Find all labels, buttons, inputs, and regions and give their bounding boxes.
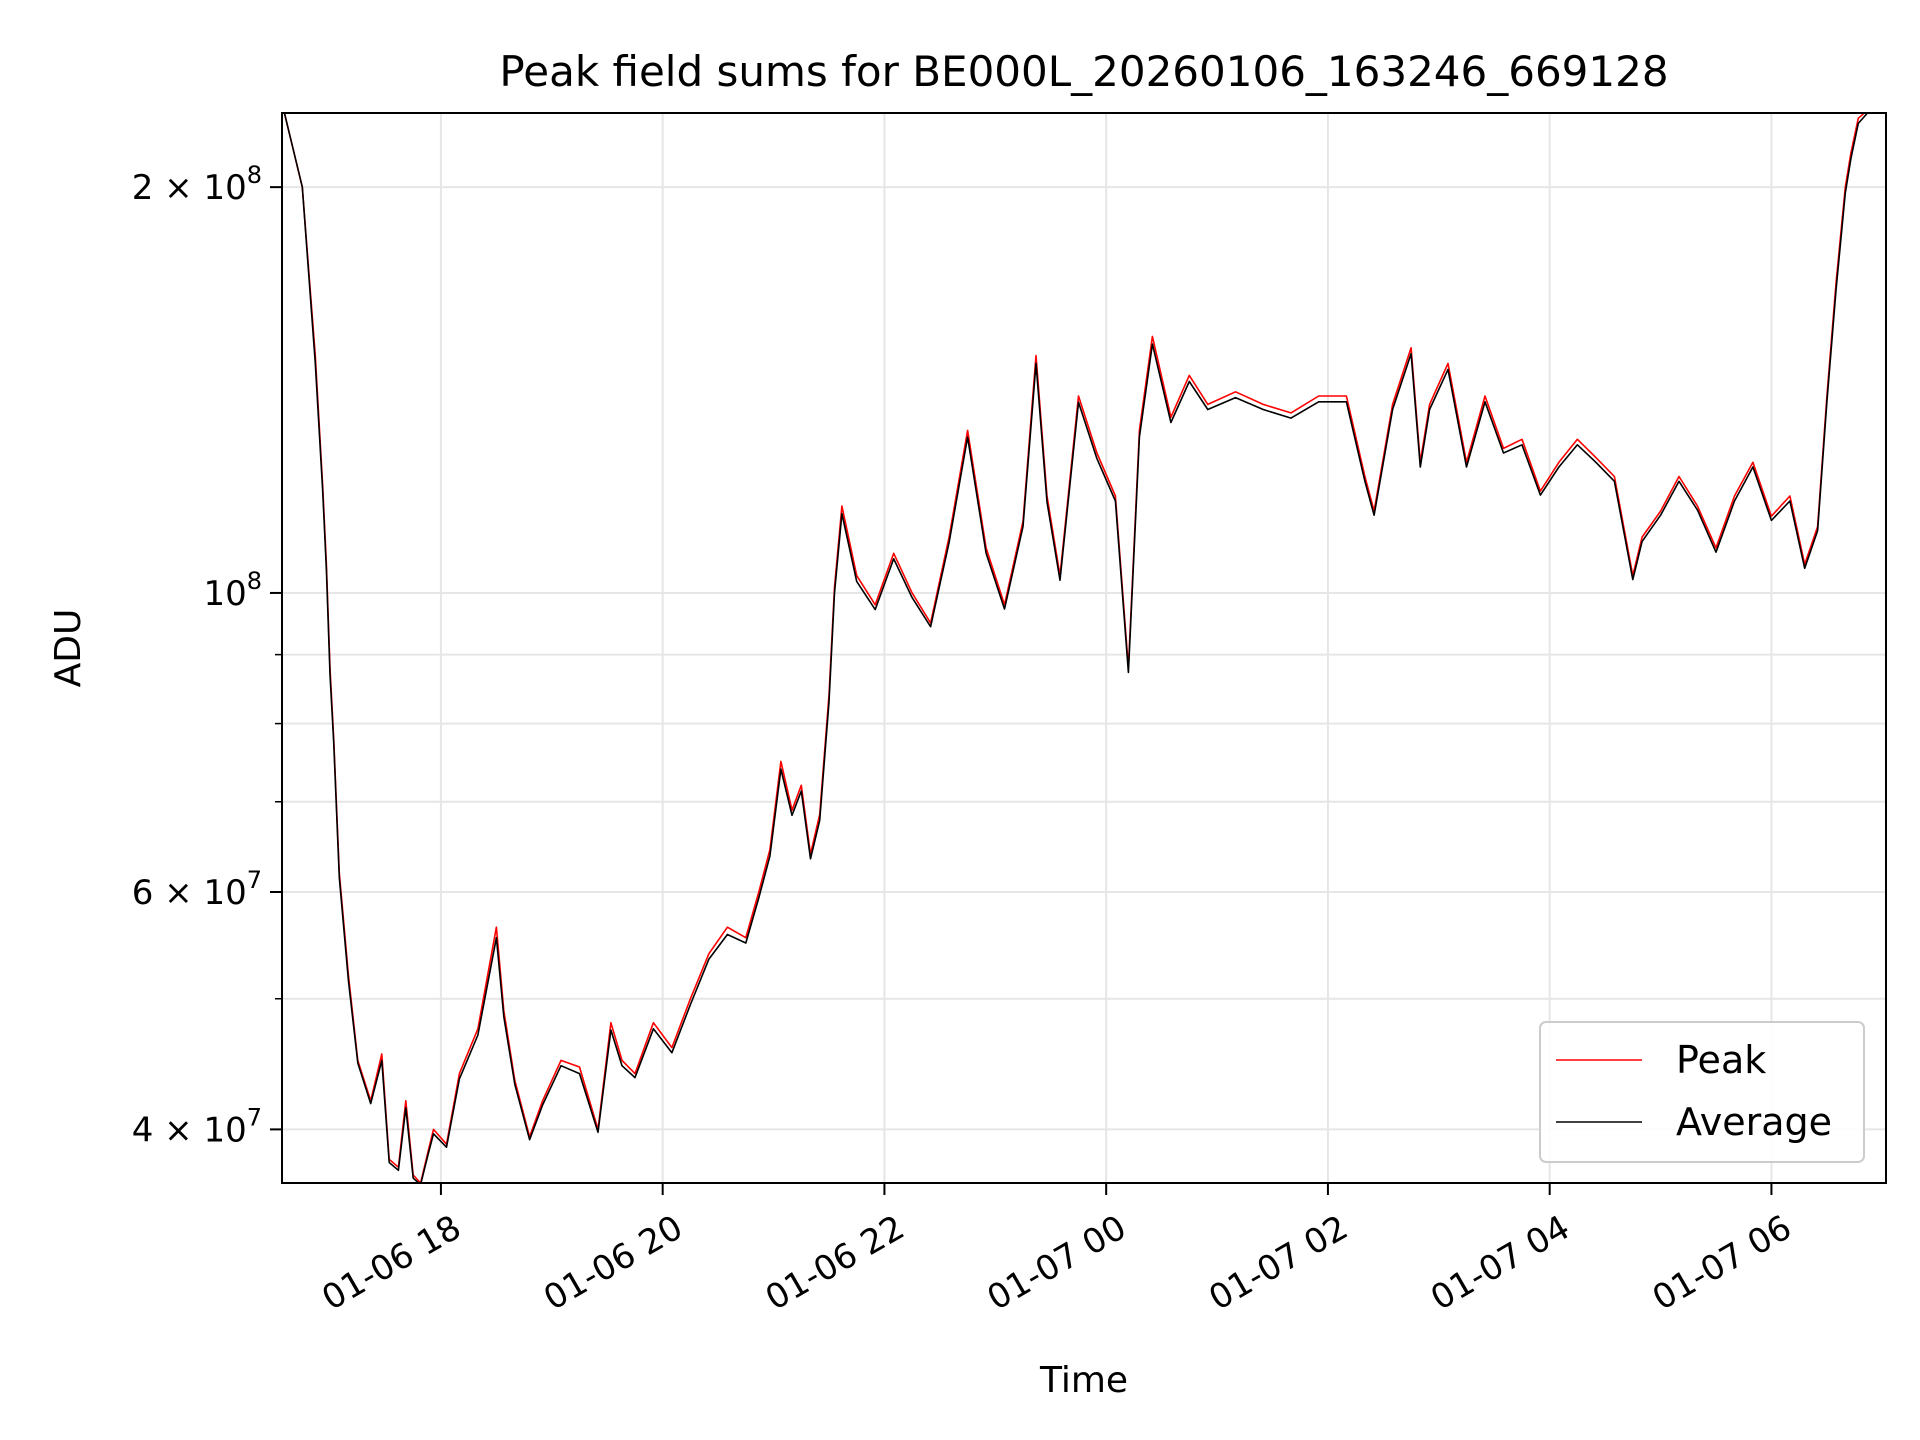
y-axis: 4 × 107 6 × 107 108 2 × 108 <box>132 161 282 1150</box>
legend: Peak Average <box>1539 1021 1865 1163</box>
y-axis-label: ADU <box>48 609 89 688</box>
x-gridlines <box>439 113 1773 1183</box>
plot-frame <box>281 112 1887 1184</box>
series-line-average <box>283 113 1869 1183</box>
y-gridlines <box>282 186 1886 1131</box>
x-axis-label: Time <box>1039 1360 1128 1401</box>
series-lines <box>283 113 1869 1183</box>
legend-label-peak: Peak <box>1676 1038 1766 1082</box>
legend-label-average: Average <box>1676 1100 1832 1144</box>
y-tick-label: 6 × 107 <box>132 866 262 913</box>
series-line-peak <box>283 113 1866 1183</box>
chart-title: Peak field sums for BE000L_20260106_1632… <box>499 47 1668 96</box>
y-tick-label: 2 × 108 <box>132 161 262 208</box>
y-tick-label: 4 × 107 <box>132 1103 262 1150</box>
y-tick-label: 108 <box>203 567 262 614</box>
legend-box <box>1539 1021 1865 1163</box>
